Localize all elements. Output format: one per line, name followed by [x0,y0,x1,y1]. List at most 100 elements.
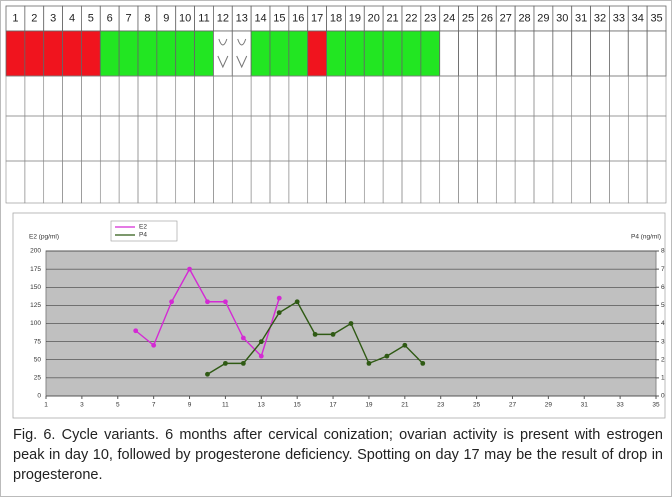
day-number: 10 [179,12,191,24]
day-status-cell [514,30,535,77]
table-cell [345,115,365,162]
y2-tick-label: 6 [661,284,665,291]
table-cell [571,160,591,204]
data-point [133,328,139,334]
y-tick-label: 0 [37,393,41,400]
day-status-cell [382,30,403,77]
table-cell [345,75,365,117]
day-status-cell [43,30,63,77]
y2-axis-title: P4 (ng/ml) [631,234,661,241]
day-number: 29 [537,12,549,24]
table-cell [646,75,667,117]
x-tick-label: 19 [365,402,373,409]
day-status-cell [609,30,629,77]
day-status-cell [627,30,648,77]
day-number: 34 [632,12,644,24]
legend-box [110,220,178,242]
table-cell [307,115,327,162]
day-status-cell [363,30,384,77]
table-cell [24,75,45,117]
x-tick-label: 11 [222,402,229,409]
table-cell [590,115,610,162]
day-status-cell [401,30,422,77]
table-cell [156,160,177,204]
data-point [366,360,372,366]
y-tick-label: 150 [30,284,41,291]
day-number: 28 [518,12,530,24]
icon [236,38,248,69]
table-cell [307,160,327,204]
table-cell [81,75,101,117]
y2-tick-label: 3 [661,338,665,345]
day-number: 8 [144,12,150,24]
y-tick-label: 100 [30,320,41,327]
table-cell [194,115,214,162]
table-cell [571,115,591,162]
table-cell [420,160,441,204]
figure-graphics: 1 2 3 4 5 6 7 8 9 10 11 12 13 14 15 16 17 18 19 20 21 22 23 24 2… [5,5,667,419]
table-cell [458,160,478,204]
table-cell [62,115,82,162]
table-cell [646,115,667,162]
x-tick-label: 3 [80,402,84,409]
day-status-cell [118,30,139,77]
data-point [258,353,264,359]
table-cell [590,160,610,204]
day-number: 21 [386,12,398,24]
legend-label: E2 [139,224,147,231]
data-point [187,266,192,272]
table-cell [175,160,195,204]
x-tick-label: 29 [545,402,553,409]
table-cell [345,160,365,204]
y2-tick-label: 5 [661,302,665,309]
y2-tick-label: 7 [661,266,665,273]
day-status-cell [326,30,346,77]
table-cell [194,160,214,204]
day-status-cell [495,30,516,77]
table-cell [533,75,554,117]
table-cell [382,75,403,117]
table-cell [269,160,290,204]
day-status-cell [590,30,610,77]
data-point [240,335,246,341]
table-cell [401,75,422,117]
table-cell [363,160,384,204]
table-cell [382,115,403,162]
x-tick-label: 1 [44,402,48,409]
x-tick-label: 9 [188,402,192,409]
table-cell [326,75,346,117]
y2-tick-label: 0 [661,393,665,400]
data-point [312,331,318,337]
table-cell [288,75,309,117]
table-cell [401,115,422,162]
table-cell [5,160,26,204]
x-tick-label: 5 [116,402,120,409]
day-number: 7 [126,12,132,24]
y-axis-title: E2 (pg/ml) [29,234,59,241]
x-tick-label: 7 [152,402,156,409]
table-cell [43,160,63,204]
day-number: 9 [163,12,169,24]
table-cell [401,160,422,204]
table-cell [269,75,290,117]
table-cell [326,115,346,162]
day-number: 22 [405,12,417,24]
icon [217,38,229,69]
day-status-cell [156,30,177,77]
table-cell [194,75,214,117]
day-number: 14 [254,12,266,24]
data-point [223,299,228,305]
table-cell [99,115,120,162]
table-cell [62,160,82,204]
table-cell [495,115,516,162]
table-cell [420,75,441,117]
data-point [258,339,264,345]
data-point [384,353,390,359]
data-point [223,360,228,366]
y-tick-label: 175 [30,266,41,273]
data-point [205,299,210,305]
table-cell [552,115,573,162]
table-cell [495,160,516,204]
data-point [276,310,282,316]
table-cell [118,75,139,117]
